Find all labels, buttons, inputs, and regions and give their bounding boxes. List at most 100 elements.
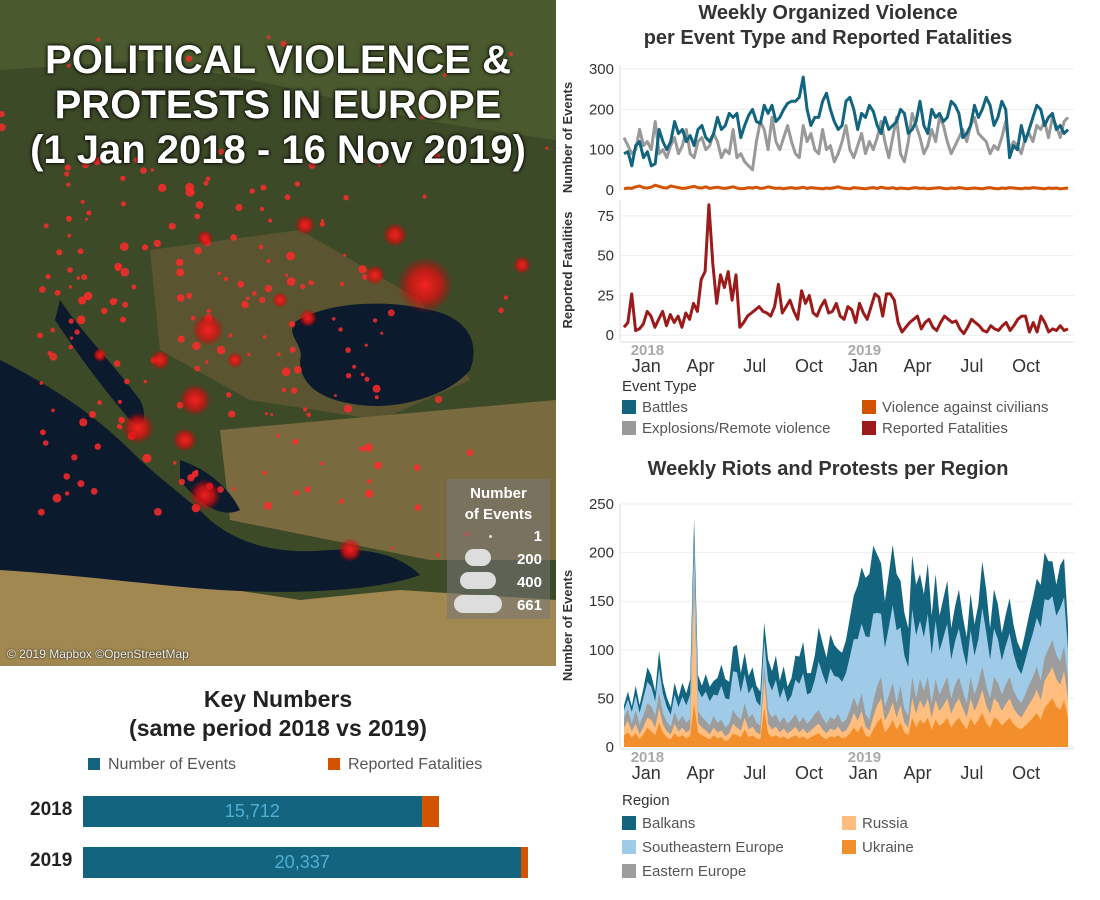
map-title-line: (1 Jan 2018 - 16 Nov 2019): [30, 128, 526, 172]
legend-southeastern-europe[interactable]: Southeastern Europe: [622, 839, 784, 856]
region-legend-title: Region: [622, 792, 670, 809]
event-dot: [216, 345, 226, 355]
event-dot: [364, 343, 368, 347]
event-cluster: [383, 223, 407, 247]
riots-chart[interactable]: 0 50 100 150 200 250 Number of Events Jan Apr Jul…: [556, 490, 1100, 790]
event-dot: [331, 317, 336, 321]
event-dot: [68, 285, 73, 289]
map-legend-title-line: Number: [470, 485, 527, 502]
event-dot: [264, 412, 268, 416]
event-dot: [258, 244, 264, 250]
event-dot: [294, 181, 301, 187]
event-dot: [175, 258, 184, 267]
violence-civilians-swatch: [862, 400, 876, 414]
legend-battles[interactable]: Battles: [622, 399, 688, 416]
map-credit[interactable]: © 2019 Mapbox ©OpenStreetMap: [7, 647, 189, 661]
event-dot: [338, 498, 345, 504]
events-bar-label-2019: 20,337: [274, 852, 330, 872]
y-tick-label: 25: [597, 287, 614, 304]
russia-swatch: [842, 816, 856, 830]
x-year-label: 2018: [631, 749, 664, 766]
legend-reported-fatalities[interactable]: Reported Fatalities: [862, 420, 1008, 437]
event-dot: [218, 148, 225, 155]
event-dot: [0, 123, 6, 132]
event-dot: [154, 508, 162, 516]
event-dot: [187, 474, 195, 482]
event-dot: [237, 280, 245, 288]
legend-bubble-1: [489, 535, 492, 538]
event-dot: [153, 239, 161, 248]
legend-balkans[interactable]: Balkans: [622, 815, 695, 832]
legend-value: 1: [533, 528, 542, 545]
event-dot: [120, 267, 130, 277]
event-dot: [101, 307, 108, 315]
event-dot: [343, 404, 353, 413]
event-dot: [63, 473, 70, 480]
legend-russia-label: Russia: [862, 815, 908, 832]
event-dot: [345, 373, 352, 379]
map-canvas[interactable]: [0, 0, 556, 666]
legend-russia[interactable]: Russia: [842, 815, 908, 832]
events-bar-2019[interactable]: [83, 847, 522, 878]
riots-y-axis-label: Number of Events: [560, 570, 575, 681]
event-dot: [43, 223, 49, 229]
x-tick-label: Jul: [960, 356, 983, 376]
event-dot: [133, 157, 140, 163]
events-bar-2018[interactable]: [83, 796, 422, 827]
events-swatch: [88, 758, 100, 770]
event-dot: [142, 453, 152, 463]
map-title: POLITICAL VIOLENCE & PROTESTS IN EUROPE …: [0, 38, 556, 173]
series-line-battles[interactable]: [623, 75, 1070, 168]
event-dot: [37, 332, 43, 339]
event-dot: [245, 296, 250, 301]
series-line-explosions-remote-violence[interactable]: [622, 111, 1070, 172]
event-dot: [122, 301, 129, 308]
y-tick-label: 50: [597, 248, 614, 265]
series-line-reported-fatalities[interactable]: [622, 203, 1069, 336]
violence-chart[interactable]: 0 100 200 300 Number of Events 0 25 50 75 Reporte…: [556, 55, 1100, 385]
violence-chart-title-line: per Event Type and Reported Fatalities: [643, 27, 1013, 49]
map-panel[interactable]: POLITICAL VIOLENCE & PROTESTS IN EUROPE …: [0, 0, 556, 666]
event-dot: [71, 454, 78, 461]
event-dot: [320, 461, 325, 466]
north-africa-desert: [0, 560, 556, 666]
area-ukraine[interactable]: [624, 698, 1068, 747]
event-cluster: [365, 265, 385, 285]
y-tick-label: 150: [589, 593, 614, 610]
legend-violence-civilians[interactable]: Violence against civilians: [862, 399, 1049, 416]
series-line-violence-against-civilians[interactable]: [623, 183, 1069, 191]
key-legend-fatalities[interactable]: Reported Fatalities: [328, 756, 482, 774]
fatalities-bar-2018[interactable]: [421, 796, 439, 827]
legend-explosions-label: Explosions/Remote violence: [642, 420, 831, 437]
event-dot: [367, 479, 372, 484]
event-dot: [268, 218, 273, 223]
event-dot: [300, 284, 306, 290]
event-dot: [79, 418, 88, 427]
event-dot: [81, 274, 88, 281]
event-dot: [436, 553, 440, 557]
fatalities-bar-2019[interactable]: [521, 847, 528, 878]
event-dot: [352, 364, 357, 369]
x-tick-label: Jan: [849, 763, 878, 783]
event-dot: [113, 360, 121, 367]
key-numbers-title-line: (same period 2018 vs 2019): [129, 715, 427, 741]
event-dot: [96, 37, 101, 42]
event-dot: [264, 284, 273, 293]
event-dot: [116, 424, 122, 429]
y-tick-label: 0: [606, 739, 614, 756]
event-dot: [67, 233, 72, 238]
event-dot: [262, 335, 267, 339]
key-legend-events[interactable]: Number of Events: [88, 756, 236, 774]
event-type-legend-title: Event Type: [622, 378, 697, 395]
legend-eastern-europe[interactable]: Eastern Europe: [622, 863, 746, 880]
event-dot: [338, 327, 343, 332]
legend-explosions[interactable]: Explosions/Remote violence: [622, 420, 830, 437]
area-russia[interactable]: [624, 586, 1068, 747]
legend-ukraine[interactable]: Ukraine: [842, 839, 914, 856]
event-dot: [88, 410, 97, 419]
event-dot: [68, 318, 74, 324]
x-tick-label: Jan: [632, 356, 661, 376]
event-dot: [77, 248, 84, 255]
event-dot: [39, 286, 46, 293]
event-dot: [50, 327, 55, 333]
